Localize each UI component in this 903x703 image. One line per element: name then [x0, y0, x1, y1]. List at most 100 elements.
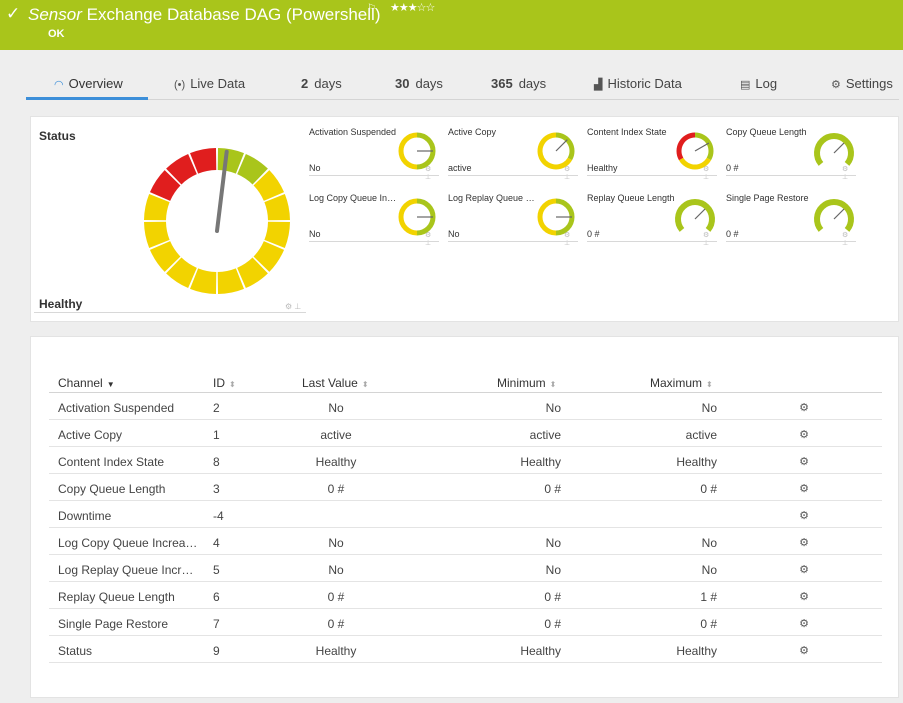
id-cell: 5 — [213, 563, 220, 577]
channel-settings-icon[interactable]: ⚙ — [799, 483, 809, 495]
maximum-cell: 0 # — [700, 482, 717, 496]
channel-cell[interactable]: Downtime — [58, 509, 112, 523]
col-channel-label: Channel — [58, 376, 103, 390]
maximum-cell: No — [701, 536, 717, 550]
last-value-cell: 0 # — [327, 617, 345, 631]
last-value-cell: active — [320, 428, 352, 442]
channel-settings-icon[interactable]: ⚙ — [799, 402, 809, 414]
gauge-settings-icon[interactable]: ⚙ ⊥ — [703, 232, 710, 247]
gauge-settings-icon[interactable]: ⚙ ⊥ — [425, 166, 432, 181]
last-value-cell: 0 # — [327, 482, 345, 496]
gauge-dial — [398, 132, 436, 170]
channel-cell[interactable]: Status — [58, 644, 93, 658]
tab-settings[interactable]: ⚙ Settings — [831, 76, 893, 91]
col-minimum[interactable]: Minimum ⬍ — [497, 376, 556, 390]
col-id[interactable]: ID ⬍ — [213, 376, 236, 390]
gauge-value: No — [309, 229, 321, 239]
col-last-value[interactable]: Last Value ⬍ — [302, 376, 369, 390]
gauge-dial — [537, 132, 575, 170]
gauge-value: 0 # — [726, 229, 739, 239]
channel-cell[interactable]: Log Copy Queue Increasing — [58, 536, 200, 550]
sensor-name: Exchange Database DAG (Powershell) — [86, 5, 381, 24]
table-row[interactable]: Status 9 Healthy Healthy Healthy ⚙ — [49, 636, 882, 663]
priority-stars[interactable]: ★★★☆☆ — [390, 2, 435, 14]
tab-2-days[interactable]: 2 days — [301, 76, 342, 91]
tab-number: 30 — [395, 76, 410, 91]
table-row[interactable]: Log Replay Queue Increasing 5 No No No ⚙ — [49, 555, 882, 582]
gauge-dial — [675, 199, 715, 232]
channel-settings-icon[interactable]: ⚙ — [799, 564, 809, 576]
tab-overview[interactable]: ◠ Overview — [54, 76, 123, 91]
channel-settings-icon[interactable]: ⚙ — [799, 429, 809, 441]
gauge-tile[interactable]: Replay Queue Length 0 # ⚙ ⊥ — [587, 193, 717, 247]
id-cell: 3 — [213, 482, 220, 496]
table-row[interactable]: Copy Queue Length 3 0 # 0 # 0 # ⚙ — [49, 474, 882, 501]
gauge-tile[interactable]: Log Replay Queue Increasing No ⚙ ⊥ — [448, 193, 578, 247]
table-header-row: Channel ▼ ID ⬍ Last Value ⬍ Minimum ⬍ Maximu… — [49, 373, 882, 393]
gauge-settings-icon[interactable]: ⚙ ⊥ — [285, 302, 302, 311]
channel-cell[interactable]: Log Replay Queue Increasing — [58, 563, 200, 577]
minimum-cell: No — [545, 563, 561, 577]
table-row[interactable]: Log Copy Queue Increasing 4 No No No ⚙ — [49, 528, 882, 555]
gauge-name: Active Copy — [448, 127, 497, 137]
tab-log[interactable]: ▤ Log — [740, 76, 777, 91]
table-row[interactable]: Content Index State 8 Healthy Healthy Health… — [49, 447, 882, 474]
channel-settings-icon[interactable]: ⚙ — [799, 456, 809, 468]
channel-cell[interactable]: Content Index State — [58, 455, 165, 469]
channel-settings-icon[interactable]: ⚙ — [799, 618, 809, 630]
channel-cell[interactable]: Single Page Restore — [58, 617, 169, 631]
minimum-cell: Healthy — [520, 644, 561, 658]
gauge-dial — [676, 132, 714, 170]
gauge-dial — [814, 199, 854, 232]
tab-365-days[interactable]: 365 days — [491, 76, 546, 91]
status-dial[interactable] — [143, 147, 291, 295]
gauge-settings-icon[interactable]: ⚙ ⊥ — [703, 166, 710, 181]
gauge-tile[interactable]: Log Copy Queue Increasing No ⚙ ⊥ — [309, 193, 439, 247]
gauge-settings-icon[interactable]: ⚙ ⊥ — [842, 166, 849, 181]
table-row[interactable]: Active Copy 1 active active active ⚙ — [49, 420, 882, 447]
sort-icon: ⬍ — [549, 380, 557, 389]
id-cell: 8 — [213, 455, 220, 469]
table-row[interactable]: Downtime -4 ⚙ — [49, 501, 882, 528]
col-maximum[interactable]: Maximum ⬍ — [650, 376, 713, 390]
sensor-kind: Sensor — [28, 5, 82, 24]
channel-settings-icon[interactable]: ⚙ — [799, 537, 809, 549]
tab-label: days — [415, 76, 443, 91]
maximum-cell: 0 # — [700, 617, 717, 631]
channel-settings-icon[interactable]: ⚙ — [799, 645, 809, 657]
gauge-settings-icon[interactable]: ⚙ ⊥ — [564, 232, 571, 247]
gauge-name: Log Copy Queue Increasing — [309, 193, 397, 203]
channel-cell[interactable]: Activation Suspended — [58, 401, 175, 415]
table-row[interactable]: Single Page Restore 7 0 # 0 # 0 # ⚙ — [49, 609, 882, 636]
col-last-label: Last Value — [302, 376, 358, 390]
channel-settings-icon[interactable]: ⚙ — [799, 510, 809, 522]
gauge-settings-icon[interactable]: ⚙ ⊥ — [564, 166, 571, 181]
tab-label: Log — [755, 76, 778, 91]
tab-live-data[interactable]: (•) Live Data — [174, 76, 245, 91]
gauge-tile[interactable]: Activation Suspended No ⚙ ⊥ — [309, 127, 439, 181]
minimum-cell: No — [545, 536, 561, 550]
gauge-settings-icon[interactable]: ⚙ ⊥ — [842, 232, 849, 247]
tab-historic-data[interactable]: ▟ Historic Data — [594, 76, 682, 91]
col-channel[interactable]: Channel ▼ — [58, 376, 200, 390]
gauge-settings-icon[interactable]: ⚙ ⊥ — [425, 232, 432, 247]
divider — [34, 312, 306, 313]
table-row[interactable]: Replay Queue Length 6 0 # 0 # 1 # ⚙ — [49, 582, 882, 609]
tab-label: days — [518, 76, 547, 91]
gauge-tile[interactable]: Copy Queue Length 0 # ⚙ ⊥ — [726, 127, 856, 181]
tab-30-days[interactable]: 30 days — [395, 76, 443, 91]
tab-label: days — [314, 76, 342, 91]
gauge-tile[interactable]: Content Index State Healthy ⚙ ⊥ — [587, 127, 717, 181]
maximum-cell: Healthy — [676, 455, 717, 469]
status-value: Healthy — [39, 297, 83, 311]
channel-cell[interactable]: Active Copy — [58, 428, 123, 442]
table-row[interactable]: Activation Suspended 2 No No No ⚙ — [49, 393, 882, 420]
last-value-cell: No — [328, 401, 344, 415]
channel-settings-icon[interactable]: ⚙ — [799, 591, 809, 603]
gauge-tile[interactable]: Active Copy active ⚙ ⊥ — [448, 127, 578, 181]
channel-cell[interactable]: Copy Queue Length — [58, 482, 166, 496]
gauge-name: Copy Queue Length — [726, 127, 807, 137]
gauge-tile[interactable]: Single Page Restore 0 # ⚙ ⊥ — [726, 193, 856, 247]
flag-icon[interactable]: ⚐ — [367, 3, 376, 14]
channel-cell[interactable]: Replay Queue Length — [58, 590, 175, 604]
